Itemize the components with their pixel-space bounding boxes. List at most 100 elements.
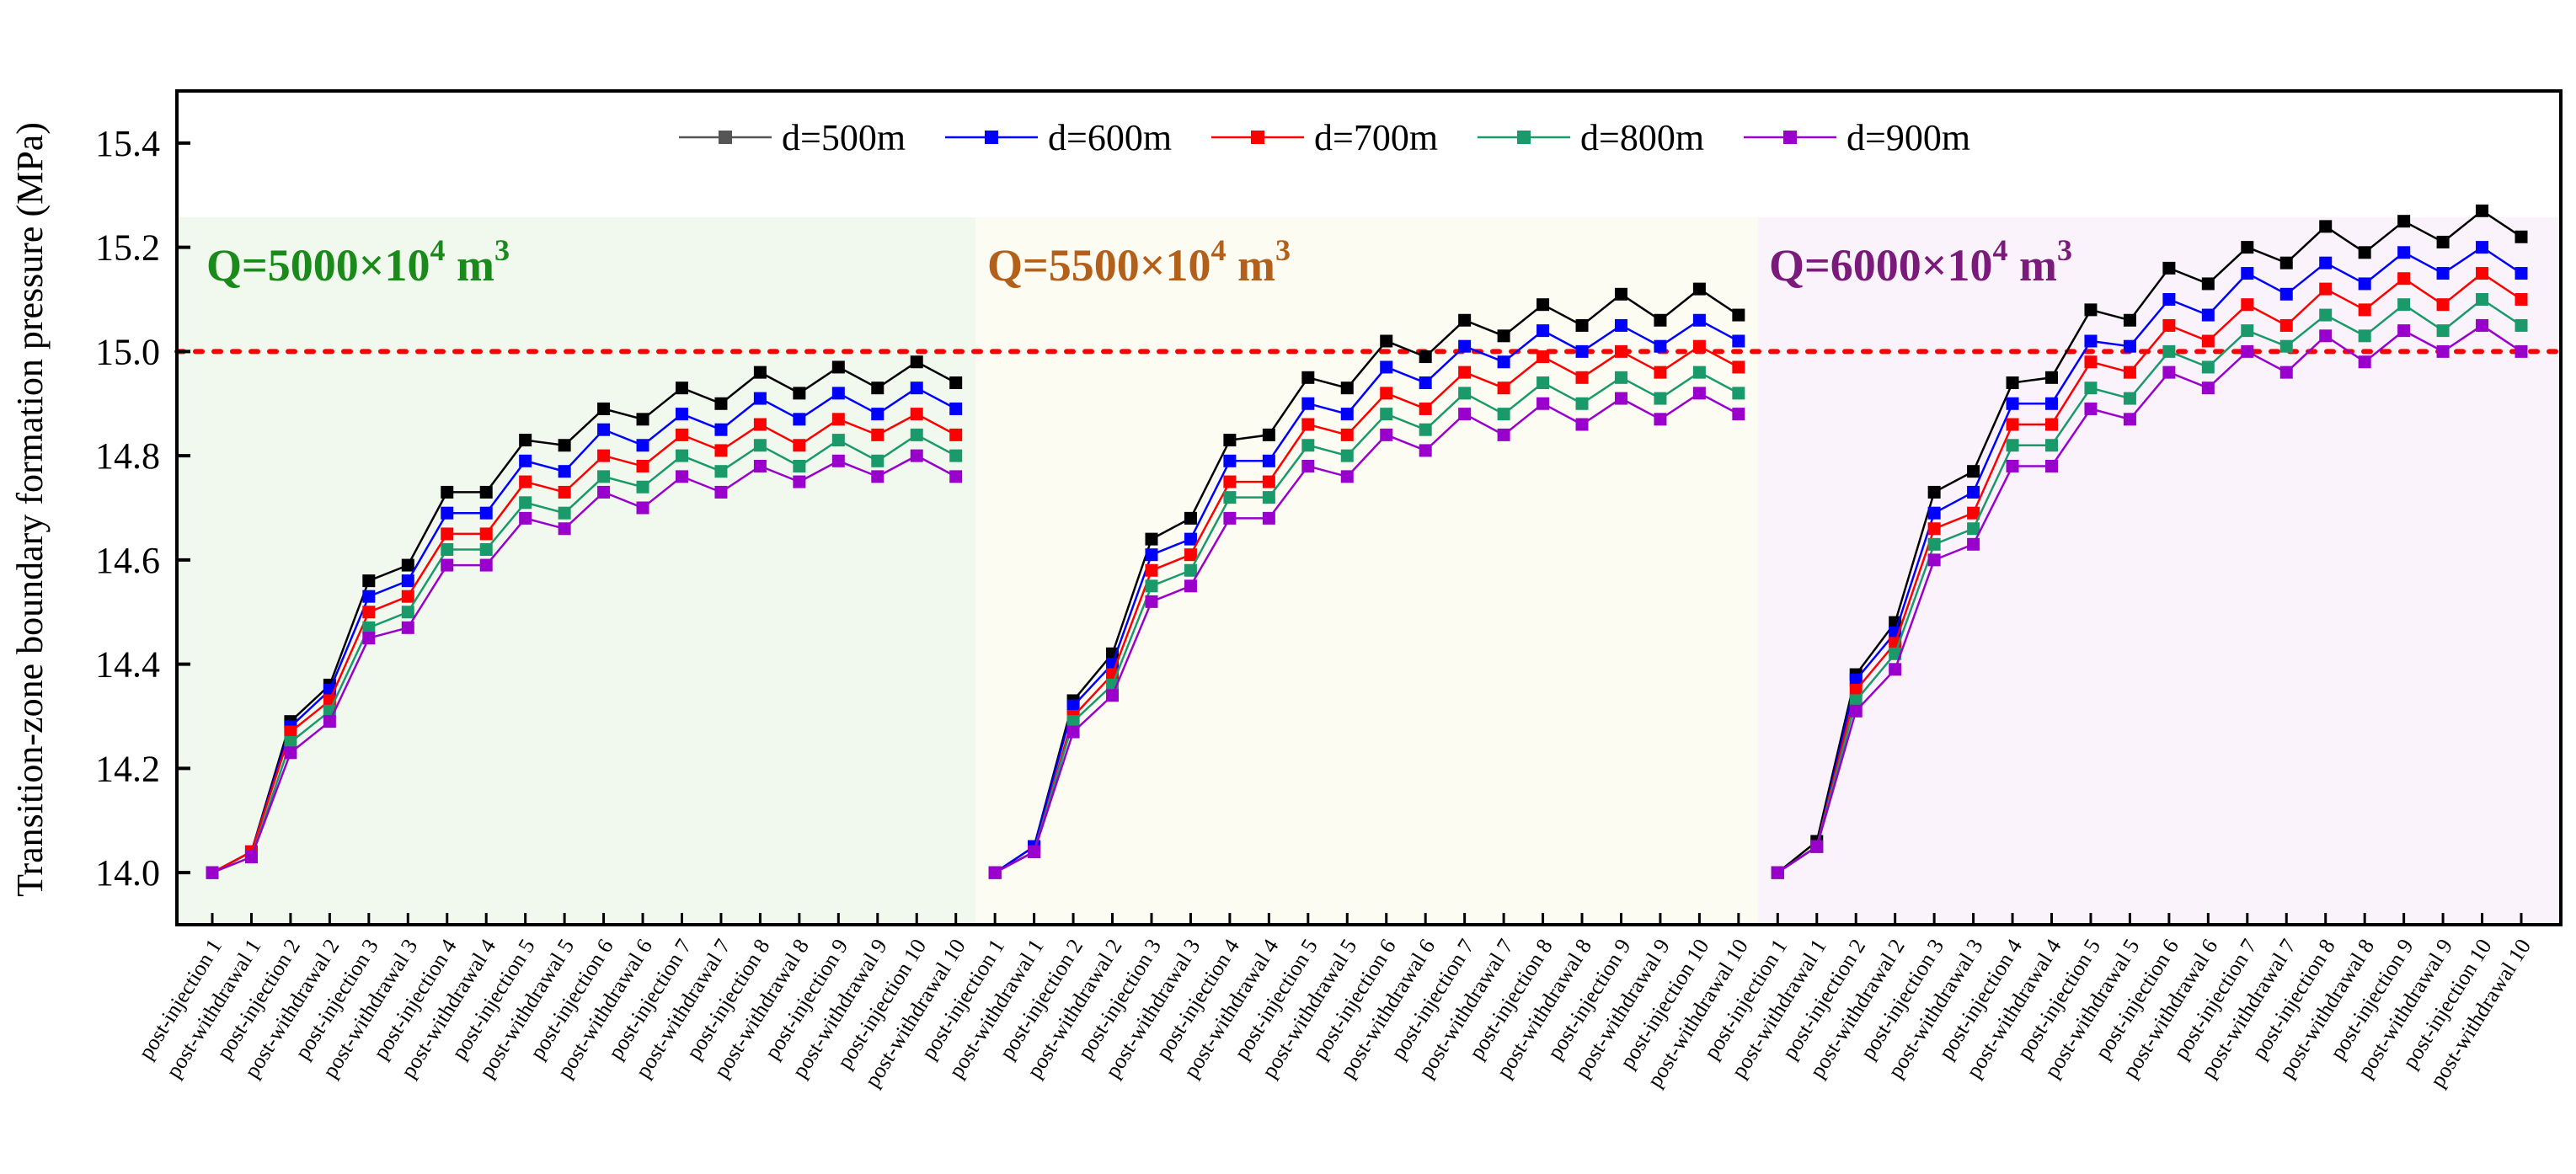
data-point (597, 485, 611, 499)
data-point (1380, 334, 1393, 348)
legend-item: d=800m (1478, 117, 1704, 158)
legend: d=500m d=600m d=700m d=800m d=900m (679, 117, 1970, 158)
data-point (2279, 287, 2293, 301)
data-point (1732, 334, 1745, 348)
data-point (1223, 454, 1237, 467)
data-point (949, 449, 963, 462)
data-point (1614, 287, 1627, 301)
data-point (1184, 563, 1197, 577)
data-point (636, 460, 649, 472)
data-point (753, 460, 767, 472)
data-point (1340, 449, 1354, 462)
data-point (1537, 376, 1550, 389)
data-point (1849, 694, 1863, 707)
data-point (871, 408, 884, 421)
data-point (1184, 548, 1197, 562)
data-point (2084, 402, 2098, 415)
data-point (1262, 475, 1275, 488)
data-point (793, 413, 806, 426)
data-point (675, 408, 688, 421)
data-point (793, 460, 806, 472)
data-point (362, 621, 376, 634)
legend-marker (719, 131, 732, 144)
data-point (714, 423, 728, 436)
data-point (1497, 408, 1510, 421)
data-point (1184, 579, 1197, 593)
legend-item: d=700m (1211, 117, 1438, 158)
data-point (2436, 235, 2450, 248)
data-point (323, 715, 336, 728)
legend-label: d=800m (1580, 117, 1704, 158)
data-point (1145, 563, 1158, 577)
data-point (1889, 663, 1902, 676)
data-point (2319, 282, 2333, 296)
data-point (2515, 318, 2528, 332)
legend-marker (1251, 131, 1264, 144)
data-point (2358, 355, 2371, 369)
data-point (2045, 397, 2059, 410)
data-point (636, 439, 649, 452)
data-point (441, 527, 454, 541)
data-point (1967, 485, 1980, 499)
y-tick-label: 14.4 (95, 644, 160, 686)
data-point (2045, 418, 2059, 431)
data-point (519, 434, 532, 447)
group-background (179, 217, 975, 923)
data-point (2201, 334, 2215, 348)
data-point (558, 439, 571, 452)
data-point (1028, 845, 1041, 858)
data-point (2397, 324, 2411, 338)
data-point (1301, 460, 1315, 472)
data-point (2123, 392, 2136, 405)
data-point (871, 454, 884, 467)
y-axis-title: Transition-zone boundary formation press… (9, 122, 51, 897)
data-point (1106, 689, 1120, 702)
data-point (401, 621, 414, 634)
data-point (831, 454, 845, 467)
data-point (1692, 282, 1706, 296)
data-point (558, 522, 571, 536)
data-point (714, 444, 728, 457)
data-point (519, 511, 532, 525)
data-point (401, 558, 414, 572)
data-point (1732, 387, 1745, 400)
data-point (1458, 339, 1472, 353)
data-point (1145, 579, 1158, 593)
data-point (401, 590, 414, 603)
data-point (1575, 371, 1589, 384)
data-point (2319, 256, 2333, 269)
data-point (1380, 428, 1393, 441)
data-point (753, 439, 767, 452)
data-point (441, 558, 454, 572)
data-point (949, 402, 963, 415)
data-point (362, 606, 376, 619)
series-layer (206, 204, 2528, 879)
data-point (2476, 267, 2489, 280)
data-point (1340, 382, 1354, 395)
data-point (753, 392, 767, 405)
data-point (441, 543, 454, 556)
data-point (1458, 408, 1472, 421)
data-point (1692, 387, 1706, 400)
data-point (2084, 382, 2098, 395)
data-point (910, 428, 923, 441)
data-point (2279, 366, 2293, 379)
data-point (1654, 366, 1667, 379)
data-point (1732, 308, 1745, 322)
data-point (284, 746, 297, 760)
data-point (831, 387, 845, 400)
data-point (1419, 376, 1432, 389)
data-point (2045, 371, 2059, 384)
data-point (519, 475, 532, 488)
group-label: Q=5500×104 m3 (987, 233, 1291, 291)
data-point (1066, 699, 1080, 712)
legend-marker (1783, 131, 1797, 144)
data-point (636, 413, 649, 426)
data-point (1575, 318, 1589, 332)
data-point (2123, 366, 2136, 379)
data-point (401, 606, 414, 619)
data-point (597, 423, 611, 436)
data-point (2162, 366, 2176, 379)
data-point (1654, 413, 1667, 426)
data-point (1419, 423, 1432, 436)
